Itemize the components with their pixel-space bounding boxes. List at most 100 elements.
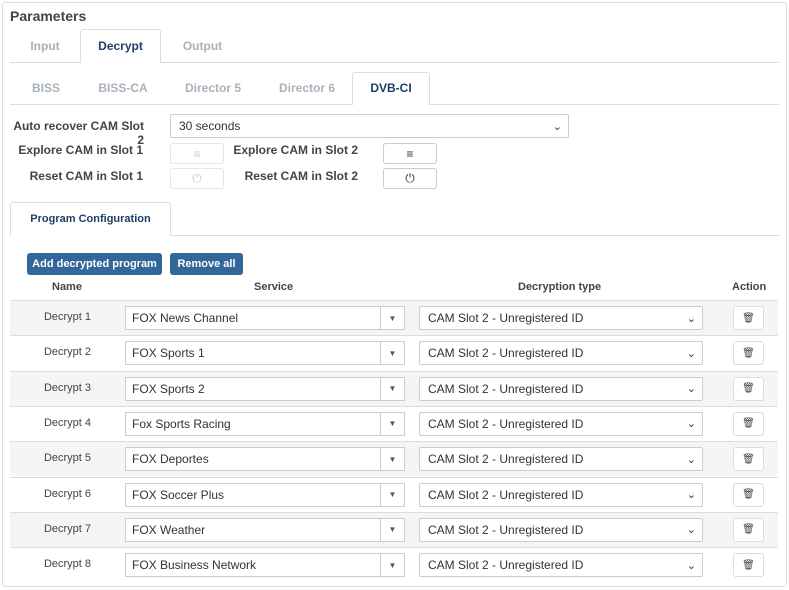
reset-slot2-button[interactable]: ⏻ (383, 168, 437, 189)
caret-down-icon[interactable]: ▼ (380, 342, 404, 365)
reset-slot1-label: Reset CAM in Slot 1 (29, 169, 143, 183)
decryption-type-value: CAM Slot 2 - Unregistered ID (428, 416, 584, 431)
auto-recover-select[interactable]: 30 seconds ⌄ (170, 114, 569, 138)
service-value: FOX Weather (132, 522, 206, 537)
remove-all-button[interactable]: Remove all (170, 253, 243, 275)
service-select[interactable]: FOX News Channel ▼ (125, 306, 405, 330)
tab-director-5[interactable]: Director 5 (184, 81, 242, 95)
chevron-down-icon: ⌄ (552, 120, 562, 133)
service-select[interactable]: FOX Soccer Plus ▼ (125, 482, 405, 507)
service-select[interactable]: FOX Sports 2 ▼ (125, 376, 405, 401)
auto-recover-value: 30 seconds (179, 119, 241, 133)
auto-recover-label: Auto recover CAM Slot 2 (13, 119, 144, 147)
table-row: Decrypt 1 FOX News Channel ▼ CAM Slot 2 -… (10, 300, 778, 335)
reset-slot2-label: Reset CAM in Slot 2 (244, 169, 358, 183)
decryption-type-select[interactable]: CAM Slot 2 - Unregistered ID ⌄ (419, 306, 703, 330)
caret-down-icon[interactable]: ▼ (380, 412, 404, 435)
service-value: FOX Sports 1 (132, 346, 205, 361)
chevron-down-icon: ⌄ (686, 312, 696, 325)
decryption-type-select[interactable]: CAM Slot 2 - Unregistered ID ⌄ (419, 447, 703, 472)
tab-output[interactable]: Output (182, 39, 223, 53)
menu-icon: ≡ (193, 146, 201, 161)
service-select[interactable]: Fox Sports Racing ▼ (125, 411, 405, 436)
table-row: Decrypt 3 FOX Sports 2 ▼ CAM Slot 2 - Unr… (10, 370, 778, 406)
table-row: Decrypt 5 FOX Deportes ▼ CAM Slot 2 - Unr… (10, 441, 778, 477)
row-name: Decrypt 4 (43, 416, 92, 429)
decryption-type-select[interactable]: CAM Slot 2 - Unregistered ID ⌄ (419, 411, 703, 436)
trash-icon: 🗑 (742, 418, 755, 430)
delete-button[interactable]: 🗑 (733, 341, 764, 366)
decryption-type-value: CAM Slot 2 - Unregistered ID (428, 452, 584, 467)
program-tabs: Program Configuration (10, 202, 779, 236)
header-name: Name (52, 281, 82, 293)
explore-slot2-button[interactable]: ≡ (383, 143, 437, 164)
trash-icon: 🗑 (742, 347, 755, 359)
table-row: Decrypt 6 FOX Soccer Plus ▼ CAM Slot 2 - … (10, 476, 778, 512)
table-row: Decrypt 7 FOX Weather ▼ CAM Slot 2 - Unre… (10, 511, 778, 547)
add-decrypted-program-button[interactable]: Add decrypted program (27, 253, 162, 275)
decryption-type-select[interactable]: CAM Slot 2 - Unregistered ID ⌄ (419, 482, 703, 507)
trash-icon: 🗑 (742, 559, 755, 571)
row-name: Decrypt 7 (43, 522, 92, 535)
header-decryption-type: Decryption type (518, 281, 602, 293)
chevron-down-icon: ⌄ (686, 453, 696, 466)
tab-director-6[interactable]: Director 6 (278, 81, 336, 95)
caret-down-icon[interactable]: ▼ (380, 518, 404, 541)
decryption-type-value: CAM Slot 2 - Unregistered ID (428, 311, 584, 325)
tab-biss[interactable]: BISS (31, 81, 60, 95)
table-row: Decrypt 2 FOX Sports 1 ▼ CAM Slot 2 - Unr… (10, 335, 778, 370)
power-icon: ⏻ (192, 171, 202, 185)
header-action: Action (732, 281, 767, 293)
service-select[interactable]: FOX Deportes ▼ (125, 447, 405, 472)
delete-button[interactable]: 🗑 (733, 376, 764, 401)
delete-button[interactable]: 🗑 (733, 411, 764, 436)
caret-down-icon[interactable]: ▼ (380, 448, 404, 471)
caret-down-icon[interactable]: ▼ (380, 554, 404, 577)
service-value: FOX Deportes (132, 452, 209, 467)
service-select[interactable]: FOX Sports 1 ▼ (125, 341, 405, 366)
delete-button[interactable]: 🗑 (733, 306, 764, 330)
service-select[interactable]: FOX Business Network ▼ (125, 553, 405, 578)
caret-down-icon[interactable]: ▼ (380, 307, 404, 329)
service-select[interactable]: FOX Weather ▼ (125, 517, 405, 542)
caret-down-icon[interactable]: ▼ (380, 377, 404, 400)
decryption-type-value: CAM Slot 2 - Unregistered ID (428, 346, 584, 361)
tab-input[interactable]: Input (30, 39, 60, 53)
reset-slot1-button[interactable]: ⏻ (170, 168, 224, 189)
decryption-type-value: CAM Slot 2 - Unregistered ID (428, 558, 584, 573)
chevron-down-icon: ⌄ (686, 559, 696, 572)
delete-button[interactable]: 🗑 (733, 482, 764, 507)
trash-icon: 🗑 (742, 312, 755, 324)
decryption-type-value: CAM Slot 2 - Unregistered ID (428, 487, 584, 502)
row-name: Decrypt 1 (43, 311, 92, 323)
table-row: Decrypt 8 FOX Business Network ▼ CAM Slot… (10, 547, 778, 582)
tab-dvb-ci[interactable]: DVB-CI (352, 72, 430, 105)
trash-icon: 🗑 (742, 524, 755, 536)
decryption-type-value: CAM Slot 2 - Unregistered ID (428, 522, 584, 537)
tab-program-configuration[interactable]: Program Configuration (10, 202, 171, 236)
decryption-type-select[interactable]: CAM Slot 2 - Unregistered ID ⌄ (419, 553, 703, 578)
delete-button[interactable]: 🗑 (733, 447, 764, 472)
row-name: Decrypt 2 (43, 346, 92, 359)
sub-tabs: BISS BISS-CA Director 5 Director 6 DVB-C… (10, 72, 779, 105)
decryption-type-select[interactable]: CAM Slot 2 - Unregistered ID ⌄ (419, 376, 703, 401)
menu-icon: ≡ (406, 146, 414, 161)
chevron-down-icon: ⌄ (686, 489, 696, 501)
service-value: FOX Soccer Plus (132, 487, 225, 502)
tab-decrypt[interactable]: Decrypt (80, 29, 161, 63)
tab-biss-ca[interactable]: BISS-CA (98, 81, 148, 95)
header-service: Service (254, 281, 294, 293)
page-title: Parameters (10, 8, 87, 24)
explore-slot1-label: Explore CAM in Slot 1 (18, 143, 143, 157)
delete-button[interactable]: 🗑 (733, 553, 764, 578)
service-value: FOX News Channel (132, 311, 239, 325)
delete-button[interactable]: 🗑 (733, 517, 764, 542)
explore-slot1-button[interactable]: ≡ (170, 143, 224, 164)
caret-down-icon[interactable]: ▼ (380, 483, 404, 506)
chevron-down-icon: ⌄ (686, 524, 696, 537)
row-name: Decrypt 3 (43, 381, 92, 394)
chevron-down-icon: ⌄ (686, 383, 696, 396)
decryption-type-select[interactable]: CAM Slot 2 - Unregistered ID ⌄ (419, 341, 703, 366)
decryption-type-select[interactable]: CAM Slot 2 - Unregistered ID ⌄ (419, 517, 703, 542)
